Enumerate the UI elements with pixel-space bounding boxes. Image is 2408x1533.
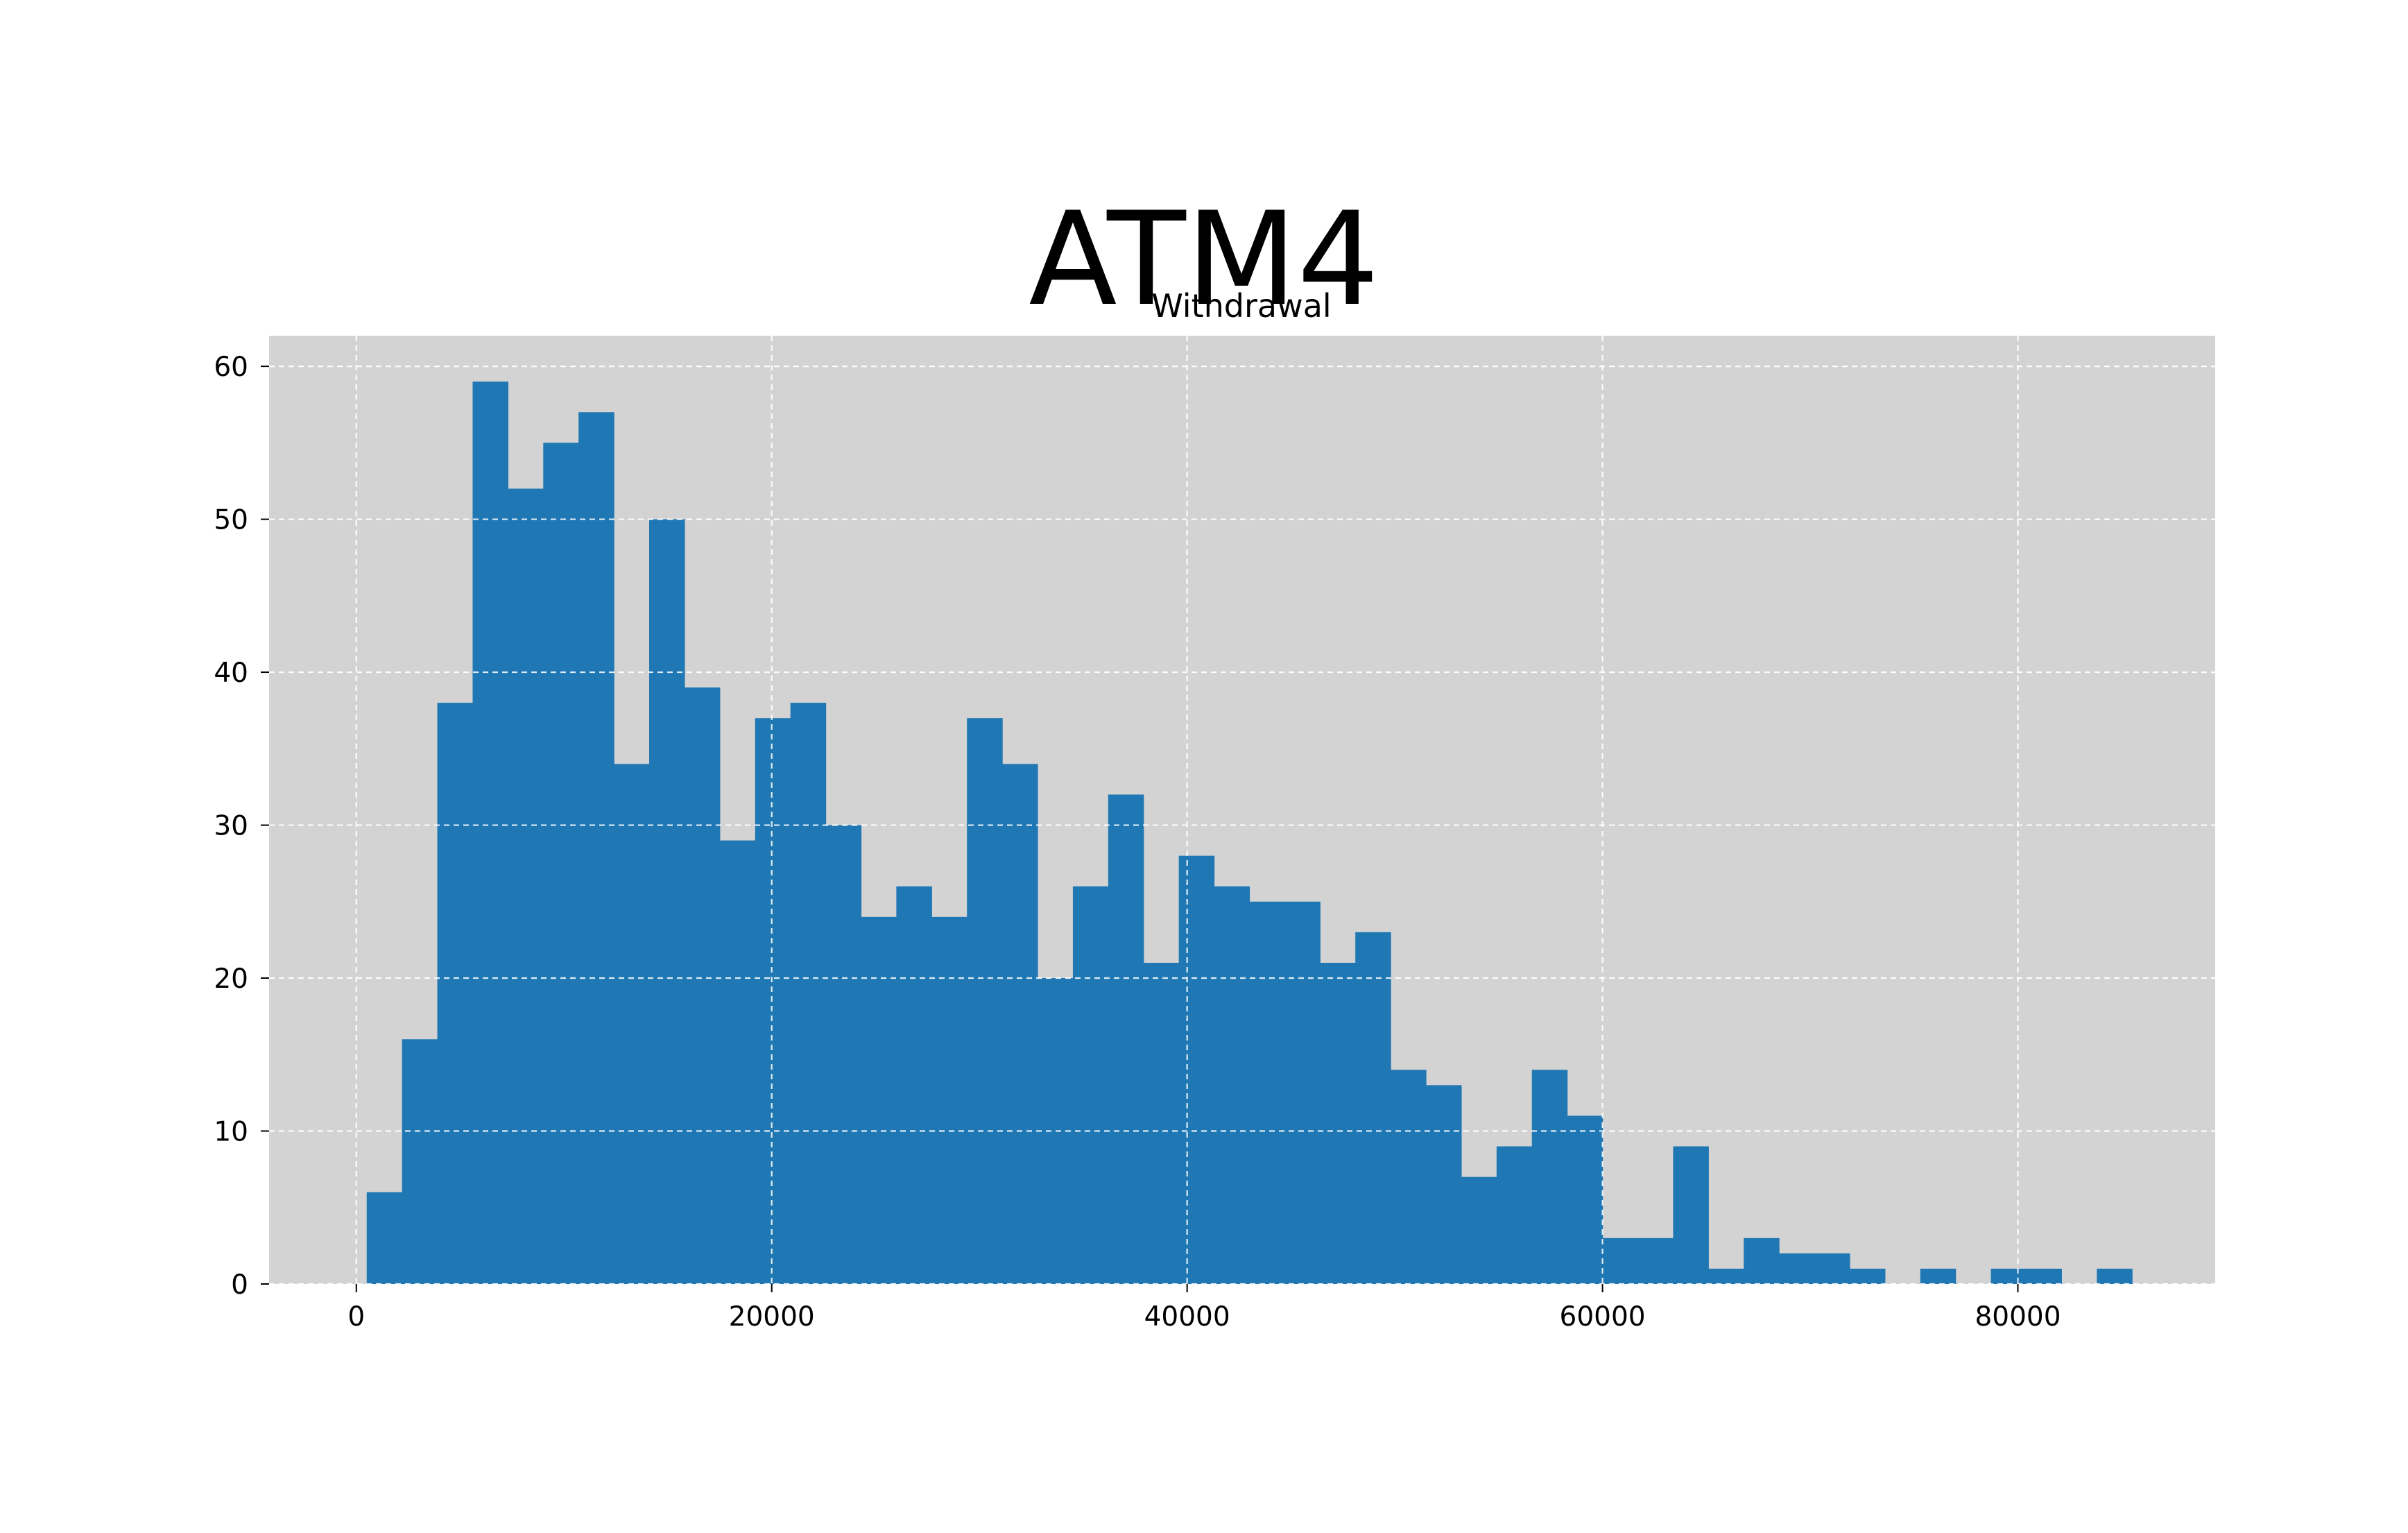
- bars: [366, 382, 2133, 1285]
- histogram-bar: [543, 443, 579, 1285]
- histogram-bar: [1673, 1146, 1709, 1284]
- histogram-bar: [684, 687, 721, 1284]
- chart-subtitle: Withdrawal: [1151, 287, 1331, 325]
- histogram-bar: [1708, 1268, 1744, 1284]
- y-tick-label: 30: [214, 811, 248, 842]
- y-tick-label: 20: [214, 964, 248, 995]
- y-tick-label: 60: [214, 352, 248, 383]
- histogram-bar: [1002, 764, 1038, 1284]
- histogram-bar: [790, 703, 827, 1284]
- histogram-bar: [366, 1192, 403, 1284]
- y-tick-label: 0: [231, 1269, 248, 1301]
- axis-ticks: 0 20000 40000 60000 80000 0 10 20 30 40 50 60: [214, 352, 2061, 1333]
- histogram-bar: [1178, 855, 1215, 1284]
- x-tick-label: 80000: [1975, 1301, 2061, 1333]
- histogram-bar: [1531, 1070, 1568, 1284]
- histogram-bar: [1990, 1268, 2027, 1284]
- histogram-bar: [931, 916, 968, 1284]
- histogram-bar: [825, 825, 862, 1284]
- histogram-bar: [2026, 1268, 2062, 1284]
- histogram-bar: [1391, 1070, 1427, 1284]
- histogram-bar: [861, 916, 897, 1284]
- histogram-bar: [755, 718, 791, 1284]
- chart-title: ATM4: [1029, 184, 1379, 334]
- histogram-bar: [1920, 1268, 1957, 1284]
- histogram-bar: [578, 412, 614, 1284]
- histogram-bar: [1355, 932, 1391, 1284]
- histogram-bar: [649, 519, 685, 1285]
- histogram-bar: [402, 1039, 438, 1284]
- histogram-bar: [1779, 1253, 1815, 1284]
- histogram-bar: [1426, 1085, 1462, 1284]
- grid-foreground: [269, 336, 2215, 1285]
- y-tick-label: 50: [214, 505, 248, 536]
- histogram-bar: [614, 764, 650, 1284]
- histogram-bar: [1637, 1237, 1674, 1284]
- histogram-bar: [1249, 901, 1285, 1284]
- histogram-bar: [2097, 1268, 2133, 1284]
- x-tick-label: 60000: [1560, 1301, 1646, 1333]
- histogram-bar: [1567, 1115, 1603, 1284]
- x-tick-label: 0: [347, 1301, 365, 1333]
- histogram-bar: [1744, 1237, 1780, 1284]
- histogram-bar: [1602, 1237, 1639, 1284]
- histogram-bar: [967, 718, 1003, 1284]
- histogram-bar: [1072, 886, 1109, 1284]
- histogram-bar: [472, 382, 508, 1284]
- histogram-bar: [1320, 962, 1356, 1284]
- histogram-bar: [896, 886, 932, 1284]
- x-tick-label: 20000: [729, 1301, 815, 1333]
- histogram-bar: [1461, 1176, 1497, 1284]
- y-tick-label: 40: [214, 658, 248, 689]
- histogram-bar: [1284, 901, 1321, 1284]
- x-tick-label: 40000: [1144, 1301, 1230, 1333]
- histogram-bar: [1814, 1253, 1850, 1284]
- y-tick-label: 10: [214, 1117, 248, 1148]
- histogram-bar: [1496, 1146, 1533, 1284]
- histogram-bar: [719, 840, 756, 1284]
- histogram-bar: [508, 488, 544, 1284]
- histogram-bar: [1108, 794, 1144, 1284]
- histogram-bar: [1143, 962, 1180, 1284]
- histogram-bar: [1214, 886, 1250, 1284]
- histogram-bar: [1849, 1268, 1886, 1284]
- histogram-bar: [437, 703, 474, 1284]
